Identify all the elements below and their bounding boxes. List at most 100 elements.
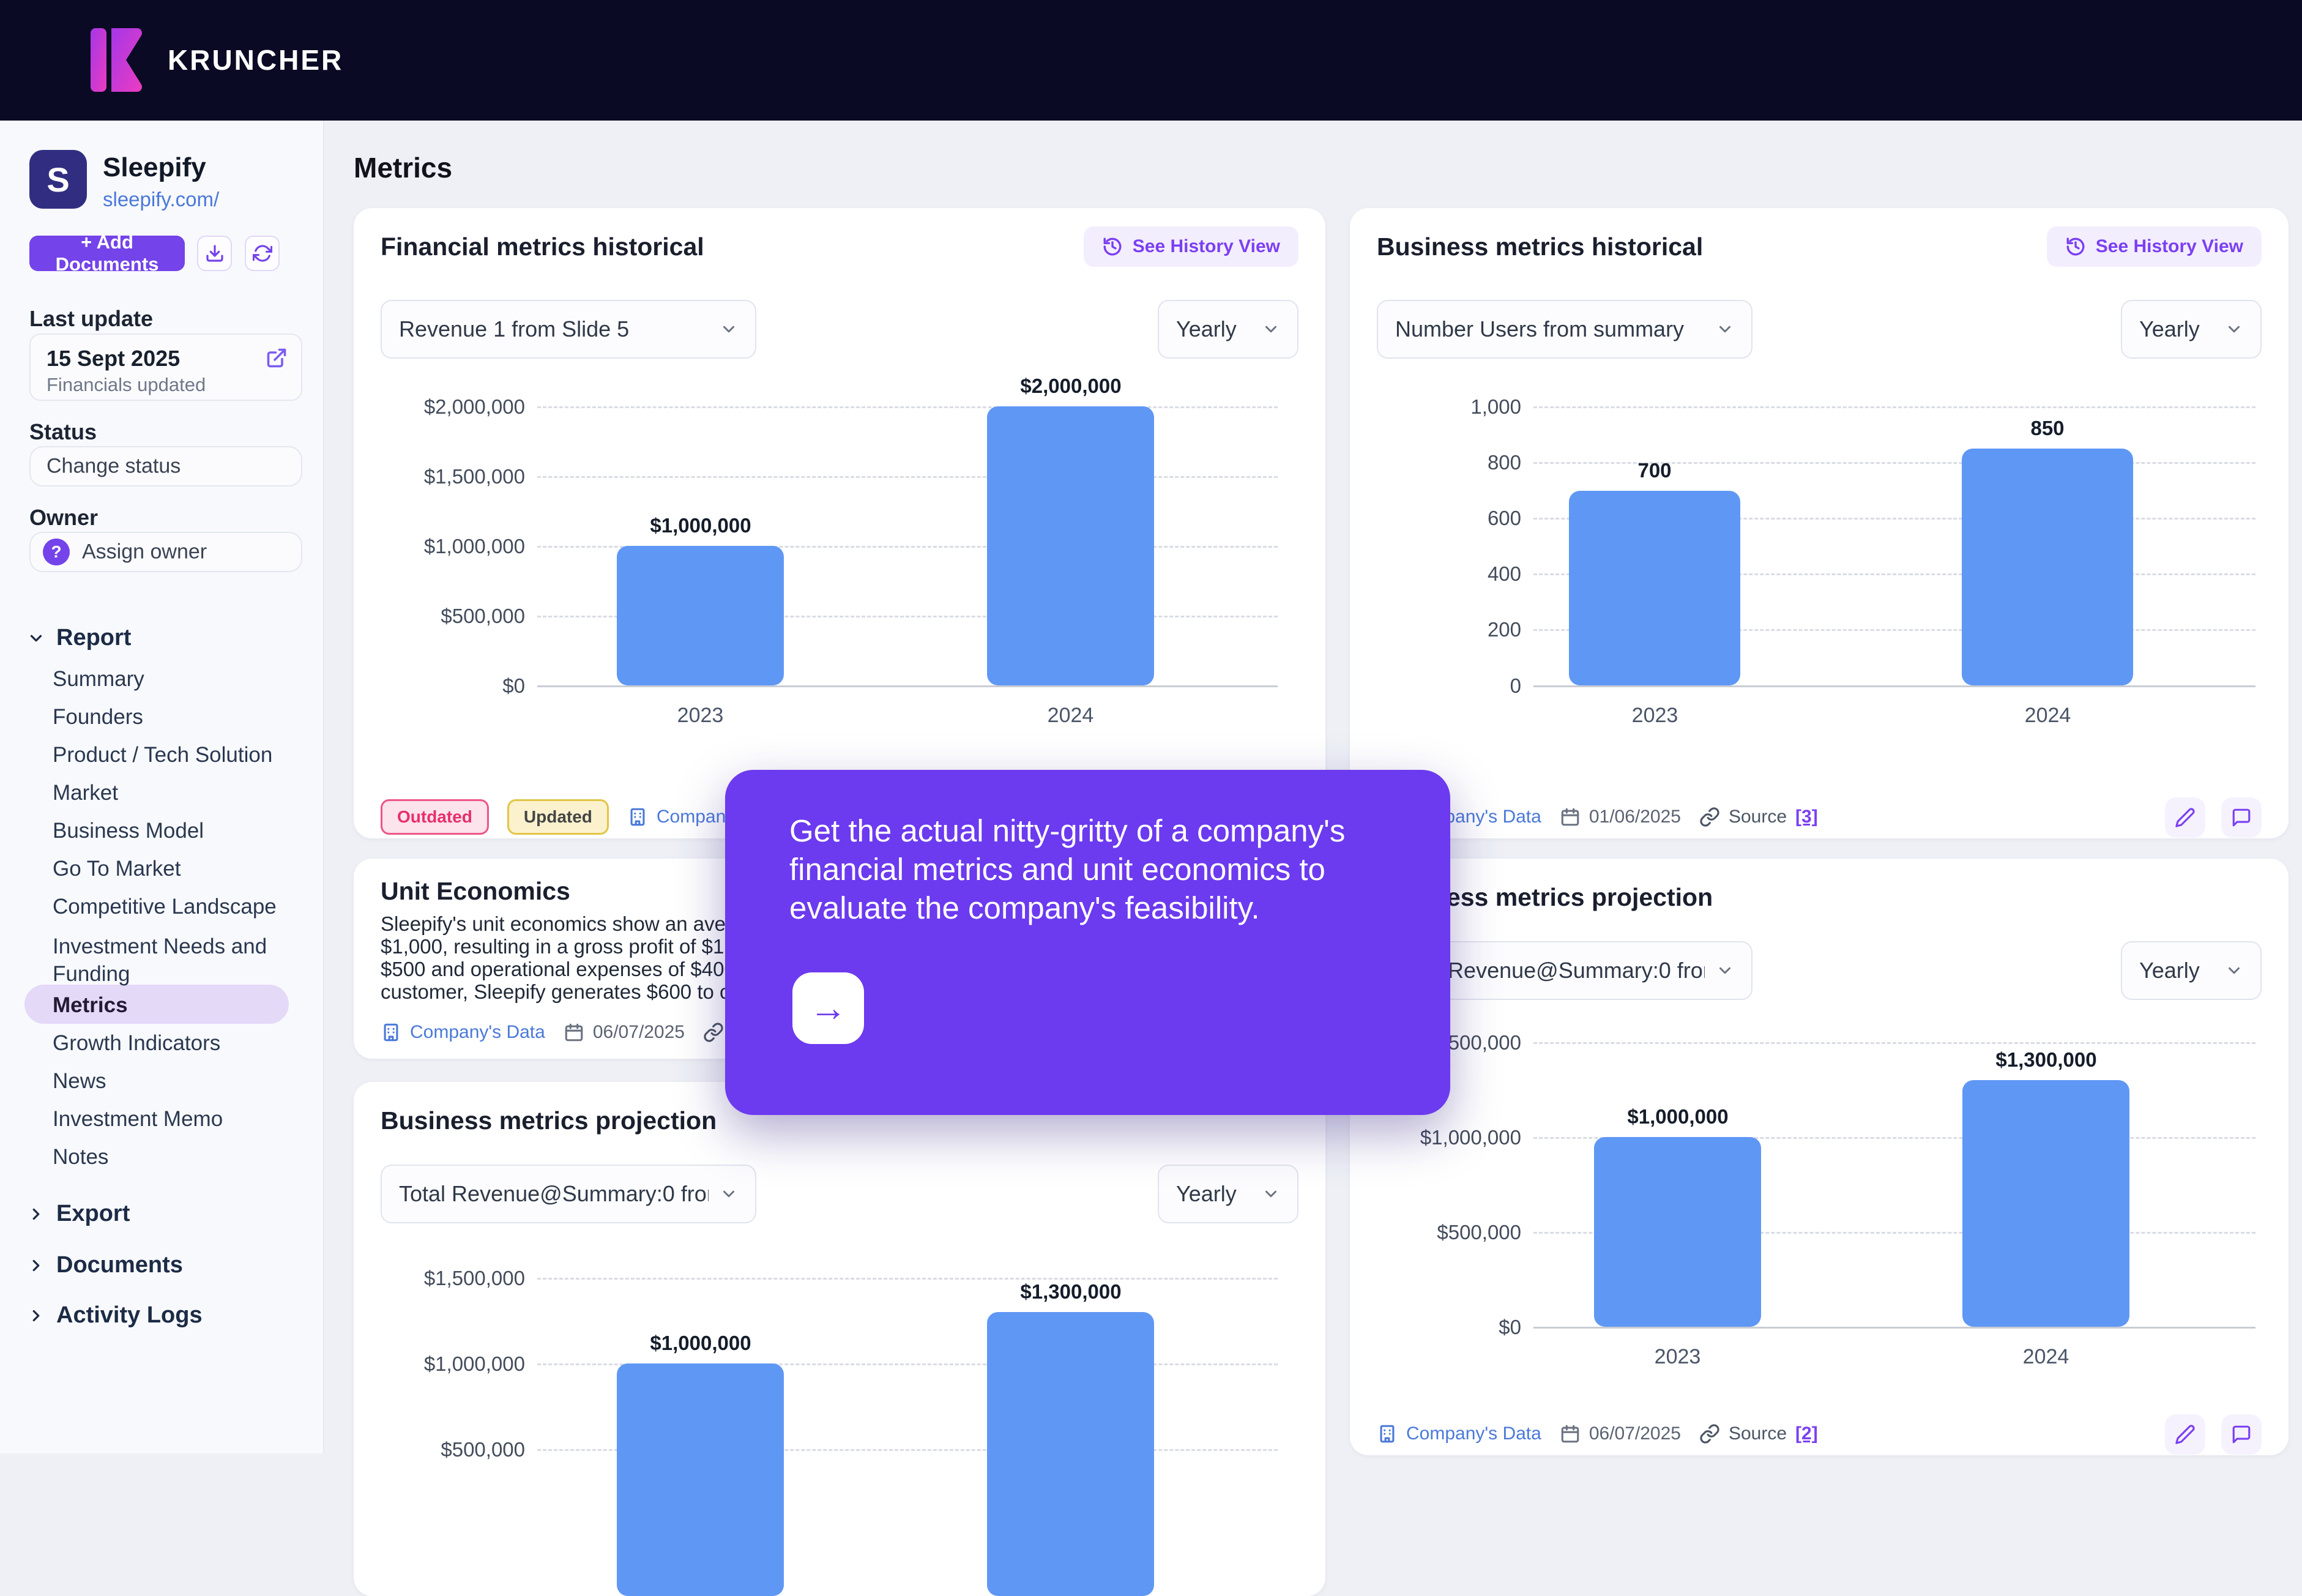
chevron-down-icon — [1719, 967, 1730, 974]
period-select[interactable]: Yearly — [1158, 300, 1298, 359]
see-history-view-button[interactable]: See History View — [2046, 226, 2262, 267]
refresh-icon — [252, 245, 272, 262]
y-tick: $1,000,000 — [423, 1352, 525, 1375]
kruncher-logo-icon — [91, 28, 142, 92]
calendar-icon — [565, 1023, 583, 1042]
y-tick: $500,000 — [1437, 1221, 1521, 1244]
date-stamp: 06/07/2025 — [564, 1022, 685, 1043]
popover-text: Get the actual nitty-gritty of a company… — [789, 813, 1346, 925]
sidebar-item-go-to-market[interactable]: Go To Market — [53, 857, 181, 881]
pencil-icon — [2175, 1425, 2195, 1444]
sidebar-item-metrics[interactable]: Metrics — [53, 993, 128, 1017]
company-name: Sleepify — [103, 152, 206, 182]
bar-value-label: $2,000,000 — [1020, 375, 1122, 397]
sidebar-item-investment-memo[interactable]: Investment Memo — [53, 1107, 223, 1131]
sidebar-group-export[interactable]: Export — [27, 1201, 130, 1227]
link-icon — [1700, 1424, 1719, 1444]
sidebar-item-business-model[interactable]: Business Model — [53, 819, 204, 843]
sidebar-item-product[interactable]: Product / Tech Solution — [53, 743, 273, 767]
bar-2023[interactable] — [1594, 1137, 1761, 1327]
metric-select[interactable]: Total Revenue@Summary:0 from conso — [381, 1165, 756, 1223]
card-footer: Company's Data 06/07/2025 Source [2] — [1377, 1414, 1818, 1453]
chevron-down-icon — [723, 326, 734, 333]
source-link[interactable]: Source [2] — [1699, 1423, 1818, 1444]
change-status-field[interactable]: Change status — [29, 446, 302, 487]
company-avatar: S — [29, 150, 87, 209]
open-update-button[interactable] — [266, 347, 288, 369]
bar-2023[interactable] — [617, 1363, 784, 1596]
bar-2024[interactable] — [1962, 1080, 2129, 1327]
y-tick: $500,000 — [441, 605, 525, 627]
bar-2024[interactable] — [987, 1312, 1154, 1596]
bar-chart: $1,000,000 $1,300,000 2023 2024 — [1533, 1039, 2255, 1368]
chevron-right-icon — [32, 1259, 40, 1271]
y-tick: 600 — [1487, 507, 1521, 529]
sidebar-item-market[interactable]: Market — [53, 781, 118, 805]
sidebar-group-report[interactable]: Report — [27, 625, 131, 651]
unit-economics-text: $1,000, resulting in a gross profit of $… — [381, 935, 781, 958]
link-icon — [704, 1023, 723, 1042]
sidebar-item-competitive[interactable]: Competitive Landscape — [53, 895, 277, 919]
bar-value-label: 850 — [2030, 417, 2065, 439]
period-select[interactable]: Yearly — [1158, 1165, 1298, 1223]
y-tick: 400 — [1487, 562, 1521, 585]
add-documents-button[interactable]: + Add Documents — [29, 231, 185, 275]
x-tick: 2024 — [1047, 704, 1094, 727]
change-status-value: Change status — [47, 454, 181, 478]
x-tick: 2024 — [2024, 704, 2071, 727]
sidebar-item-notes[interactable]: Notes — [53, 1145, 109, 1169]
brand-name: KRUNCHER — [168, 44, 344, 76]
y-tick: $0 — [1499, 1316, 1521, 1338]
sidebar-item-investment-needs[interactable]: Investment Needs and Funding — [53, 934, 267, 986]
brand: KRUNCHER — [91, 28, 343, 92]
arrow-right-icon: → — [809, 987, 847, 1029]
bar-2024[interactable] — [1962, 449, 2133, 685]
see-history-view-button[interactable]: See History View — [1083, 226, 1298, 267]
last-update-date: 15 Sept 2025 — [47, 346, 181, 371]
comment-button[interactable] — [2221, 797, 2262, 838]
chevron-down-icon — [723, 1190, 734, 1198]
metric-select[interactable]: Revenue 1 from Slide 5 — [381, 300, 756, 359]
card-business-metrics-projection-right: Business metrics projection Total Revenu… — [1350, 859, 2289, 1455]
period-select[interactable]: Yearly — [2121, 941, 2262, 1000]
comment-button[interactable] — [2221, 1414, 2262, 1455]
building-icon — [630, 808, 645, 826]
sidebar-item-founders[interactable]: Founders — [53, 705, 143, 729]
card-actions — [2165, 797, 2262, 838]
top-navbar: KRUNCHER — [0, 0, 2302, 121]
bar-value-label: $1,000,000 — [1627, 1105, 1729, 1128]
sidebar-group-activity-logs[interactable]: Activity Logs — [27, 1302, 203, 1329]
calendar-icon — [1561, 808, 1579, 826]
refresh-button[interactable] — [245, 236, 280, 271]
y-tick: $1,000,000 — [1420, 1126, 1521, 1149]
bar-2024[interactable] — [987, 406, 1154, 685]
download-button[interactable] — [197, 236, 232, 271]
x-tick: 2024 — [2022, 1345, 2069, 1368]
sidebar-item-news[interactable]: News — [53, 1069, 106, 1093]
bar-2023[interactable] — [1569, 491, 1740, 685]
company-data-link[interactable]: Company's Data — [381, 1022, 545, 1043]
edit-button[interactable] — [2165, 797, 2205, 838]
y-tick: $0 — [502, 674, 525, 697]
bar-2023[interactable] — [617, 546, 784, 685]
question-icon: ? — [43, 539, 70, 565]
history-icon — [2066, 237, 2085, 256]
comment-icon — [2232, 808, 2251, 827]
unit-economics-text: customer, Sleepify generates $600 to cov… — [381, 980, 781, 1003]
bar-value-label: $1,300,000 — [1995, 1048, 2097, 1071]
date-stamp: 01/06/2025 — [1560, 807, 1681, 827]
sidebar-item-growth-indicators[interactable]: Growth Indicators — [53, 1031, 221, 1055]
owner-heading: Owner — [29, 505, 99, 530]
unit-economics-text: $500 and operational expenses of $400, t… — [381, 958, 775, 980]
chevron-right-icon — [32, 1208, 40, 1220]
company-data-link[interactable]: Company's Data — [1377, 1423, 1541, 1444]
next-button[interactable]: → — [792, 972, 864, 1044]
sidebar-group-documents[interactable]: Documents — [27, 1252, 183, 1278]
edit-button[interactable] — [2165, 1414, 2205, 1455]
metric-select[interactable]: Number Users from summary — [1377, 300, 1753, 359]
company-url-link[interactable]: sleepify.com/ — [103, 188, 220, 211]
source-link[interactable]: Source [3] — [1699, 807, 1818, 827]
sidebar-item-summary[interactable]: Summary — [53, 667, 144, 691]
period-select[interactable]: Yearly — [2121, 300, 2262, 359]
assign-owner-field[interactable]: ? Assign owner — [29, 532, 302, 572]
